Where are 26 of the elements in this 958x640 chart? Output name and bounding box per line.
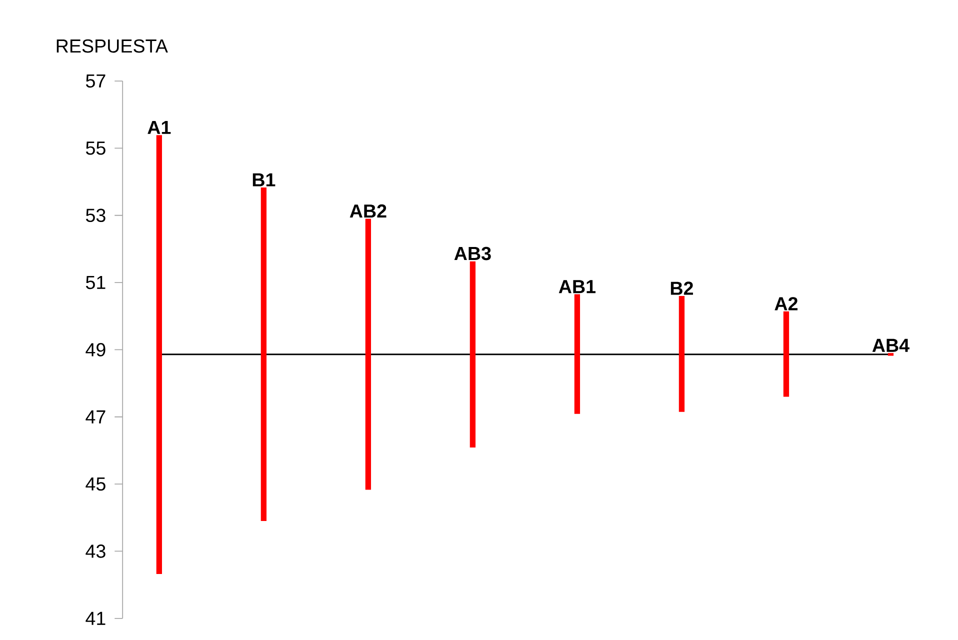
y-tick-label: 55	[86, 141, 106, 155]
bar	[156, 134, 162, 574]
bar	[888, 352, 894, 356]
x-tick-label: A2	[774, 296, 798, 310]
bar	[783, 311, 790, 396]
x-tick-label: B2	[670, 281, 693, 295]
bar	[678, 296, 685, 412]
y-tick-label: 51	[86, 276, 106, 289]
x-tick-label: AB4	[872, 338, 910, 352]
bar	[365, 218, 372, 490]
y-tick-label: 53	[86, 208, 106, 222]
x-tick-label: AB2	[350, 204, 386, 218]
x-tick-label: AB3	[454, 246, 491, 260]
y-axis-title: RESPUESTA	[56, 39, 168, 52]
y-tick-label: 41	[86, 612, 106, 625]
y-tick-label: 43	[86, 544, 106, 558]
x-tick-label: A1	[148, 120, 171, 134]
y-tick-label: 49	[86, 342, 106, 356]
y-tick-label: 57	[86, 74, 106, 88]
x-tick-label: AB1	[558, 280, 596, 293]
y-tick-label: 45	[86, 477, 106, 490]
bar	[260, 187, 267, 521]
x-tick-label: B1	[252, 173, 276, 186]
bar	[470, 261, 476, 448]
bar	[574, 294, 580, 414]
y-tick-label: 47	[86, 410, 106, 424]
